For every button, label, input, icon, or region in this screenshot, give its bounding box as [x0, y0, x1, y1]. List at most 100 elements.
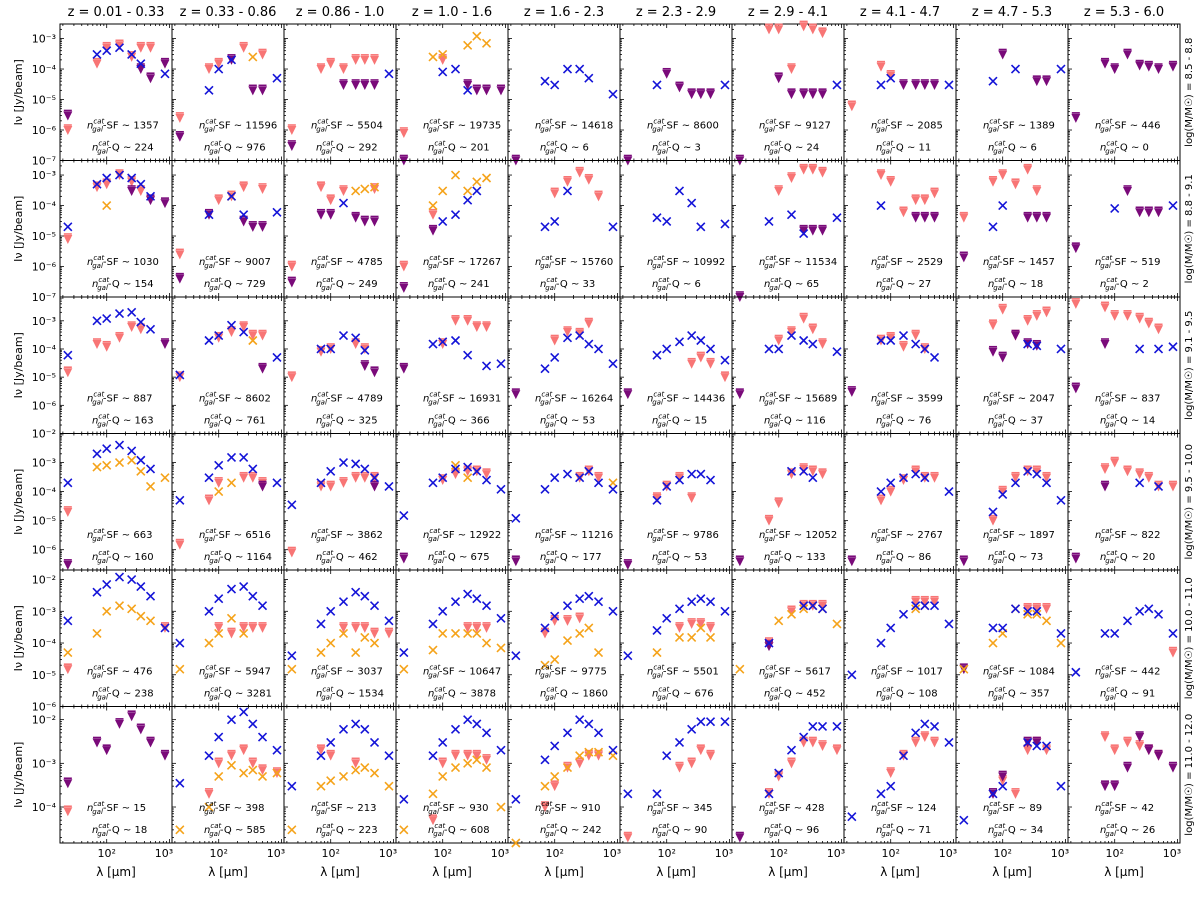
- q-detection: [481, 38, 492, 48]
- sf-detection: [204, 335, 214, 346]
- sf-detection: [63, 616, 73, 626]
- q-detection: [562, 635, 573, 646]
- y-tick-label: 10⁻⁴: [32, 343, 57, 356]
- sf-upper-limit: [1010, 180, 1020, 190]
- sf-upper-limit: [360, 623, 370, 633]
- q-detection: [463, 473, 473, 483]
- panel-frame: [843, 23, 957, 161]
- sf-upper-limit: [63, 665, 73, 675]
- q-count-label: ncat gal-Q ~ 241: [428, 276, 490, 292]
- column-title: z = 0.86 - 1.0: [296, 5, 385, 20]
- sf-detection: [944, 619, 954, 629]
- panel: ncat gal-SF ~ 5617 ncat gal-Q ~ 452: [731, 569, 845, 707]
- sf-detection: [817, 604, 828, 614]
- q-upper-limit: [920, 213, 930, 223]
- sf-upper-limit: [818, 168, 828, 178]
- sf-count-label: ncat gal-SF ~ 887: [87, 391, 152, 407]
- sf-detection: [463, 195, 473, 205]
- q-upper-limit: [399, 554, 409, 564]
- sf-detection: [799, 229, 809, 239]
- sf-upper-limit: [351, 623, 361, 633]
- sf-count-label: ncat gal-SF ~ 8602: [199, 391, 271, 407]
- sf-count-label: ncat gal-SF ~ 1389: [983, 118, 1055, 134]
- q-upper-limit: [674, 83, 684, 93]
- q-count-label: ncat gal-Q ~ 729: [204, 276, 266, 292]
- q-detection: [472, 628, 482, 639]
- sf-upper-limit: [258, 184, 268, 194]
- sf-upper-limit: [988, 177, 998, 187]
- sf-detection: [720, 606, 730, 616]
- sf-upper-limit: [808, 165, 818, 175]
- sf-detection: [550, 611, 560, 621]
- sf-detection: [799, 335, 809, 346]
- sf-upper-limit: [584, 319, 594, 329]
- sf-upper-limit: [63, 368, 73, 378]
- q-upper-limit: [1032, 213, 1042, 223]
- sf-detection: [786, 330, 797, 341]
- column-title: z = 0.33 - 0.86: [180, 5, 277, 20]
- sf-upper-limit: [886, 333, 896, 343]
- sf-count-label: ncat gal-SF ~ 15689: [759, 391, 837, 407]
- q-count-label: ncat gal-Q ~ 976: [204, 140, 266, 156]
- sf-upper-limit: [575, 614, 585, 624]
- sf-count-label: ncat gal-SF ~ 476: [87, 664, 152, 680]
- y-axis-label: Iν [Jy/beam]: [12, 59, 25, 125]
- sf-upper-limit: [799, 22, 809, 32]
- q-count-label: ncat gal-Q ~ 761: [204, 413, 266, 429]
- sf-count-label: ncat gal-SF ~ 5504: [311, 118, 383, 134]
- sf-upper-limit: [482, 470, 492, 480]
- sf-detection: [145, 324, 156, 334]
- sf-upper-limit: [463, 623, 473, 633]
- sf-upper-limit: [146, 43, 156, 53]
- sf-detection: [496, 484, 506, 494]
- sf-detection: [720, 355, 730, 365]
- sf-upper-limit: [472, 623, 482, 633]
- sf-upper-limit: [847, 102, 857, 112]
- q-count-label: ncat gal-Q ~ 177: [540, 549, 602, 565]
- sf-detection: [696, 594, 706, 604]
- q-upper-limit: [360, 217, 370, 227]
- panel: ncat gal-SF ~ 11216 ncat gal-Q ~ 177: [507, 433, 621, 571]
- q-count-label: ncat gal-Q ~ 6: [988, 140, 1037, 156]
- panel: ncat gal-SF ~ 1389 ncat gal-Q ~ 6: [955, 23, 1069, 161]
- q-upper-limit: [808, 226, 818, 236]
- q-detection: [136, 611, 146, 621]
- q-upper-limit: [248, 222, 258, 232]
- q-count-label: ncat gal-Q ~ 1534: [316, 686, 384, 702]
- sf-count-label: ncat gal-SF ~ 17267: [423, 254, 501, 270]
- sf-upper-limit: [764, 516, 774, 526]
- q-count-label: ncat gal-Q ~ 366: [428, 413, 490, 429]
- sf-detection: [998, 623, 1008, 633]
- q-detection: [214, 487, 224, 497]
- sf-detection: [575, 473, 585, 483]
- sf-count-label: ncat gal-SF ~ 15760: [535, 254, 613, 270]
- sf-detection: [1010, 64, 1021, 74]
- sf-detection: [204, 210, 214, 220]
- q-count-label: ncat gal-Q ~ 3281: [204, 686, 272, 702]
- q-count-label: ncat gal-Q ~ 201: [428, 140, 490, 156]
- q-upper-limit: [808, 90, 818, 100]
- sf-upper-limit: [438, 476, 448, 486]
- q-detection: [463, 40, 473, 50]
- sf-upper-limit: [1122, 467, 1132, 477]
- sf-upper-limit: [786, 470, 796, 480]
- sf-count-label: ncat gal-SF ~ 519: [1095, 254, 1160, 270]
- sf-detection: [786, 210, 797, 220]
- q-upper-limit: [146, 74, 156, 84]
- q-upper-limit: [1144, 208, 1154, 218]
- q-detection: [593, 648, 604, 658]
- q-upper-limit: [696, 90, 706, 100]
- sf-detection: [214, 64, 224, 74]
- q-upper-limit: [370, 80, 380, 90]
- sf-detection: [463, 350, 473, 360]
- sf-detection: [720, 219, 730, 229]
- sf-detection: [1168, 342, 1178, 352]
- q-detection: [438, 186, 448, 196]
- panel: ncat gal-SF ~ 14436 ncat gal-Q ~ 15: [619, 296, 733, 434]
- sf-detection: [463, 85, 473, 95]
- sf-detection: [705, 344, 716, 354]
- sf-upper-limit: [1010, 473, 1020, 483]
- sf-count-label: ncat gal-SF ~ 1357: [87, 118, 159, 134]
- panel: ncat gal-SF ~ 9786 ncat gal-Q ~ 53: [619, 433, 733, 571]
- q-detection: [326, 638, 336, 648]
